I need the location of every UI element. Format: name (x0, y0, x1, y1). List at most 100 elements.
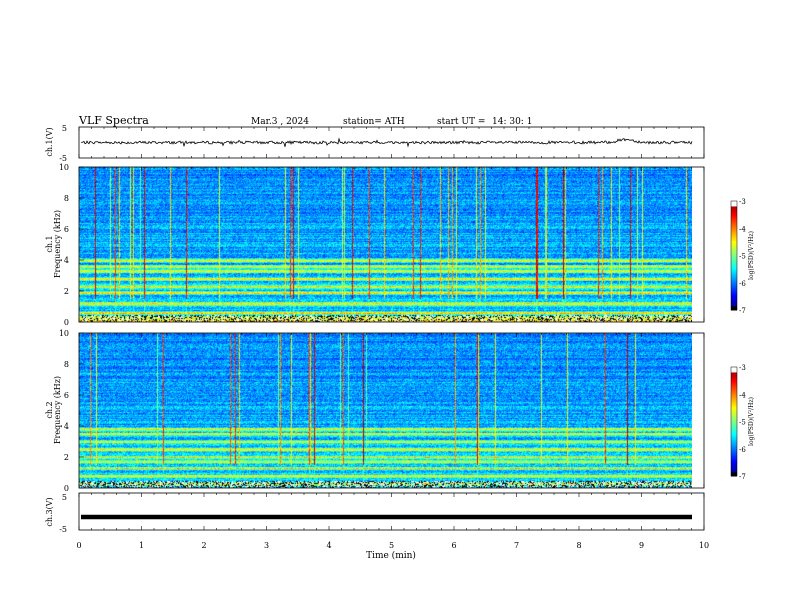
ch1-colorbar-segment (731, 304, 737, 307)
spec1-ytick-label: 8 (64, 194, 69, 203)
ch1-colorbar-segment (731, 295, 737, 298)
x-tick-labels: 0 1 2 3 4 5 6 7 8 9 10 (76, 541, 709, 550)
ch2-colorbar-segment (731, 463, 737, 466)
ch1-colorbar-segment (731, 222, 737, 226)
ch2-colorbar-segment (731, 468, 737, 472)
ch2-colorbar-tick-label: -6 (739, 446, 746, 454)
ch2-colorbar-segment (731, 432, 737, 435)
ch2-colorbar-segment (731, 421, 737, 424)
spec1-ytick-label: 2 (64, 287, 69, 296)
ch2-colorbar-segment (731, 448, 737, 452)
ch2-colorbar-segment (731, 376, 737, 379)
ch1-colorbar-tick-label: -6 (739, 280, 746, 288)
ch1-colorbar-segment (731, 288, 737, 291)
ch2-colorbar-segment (731, 372, 737, 375)
ch1-waveform-ticks (78, 127, 705, 158)
ch1-waveform-line (80, 137, 693, 148)
ch1-colorbar-segment (731, 235, 737, 238)
ch1-colorbar-segment (731, 268, 737, 271)
ch2-colorbar-segment (731, 441, 737, 444)
spec2-ytick-label: 6 (64, 391, 69, 400)
ch2-colorbar-segment (731, 466, 737, 470)
ch2-colorbar-segment (731, 370, 737, 373)
ch2-colorbar-segment (731, 381, 737, 384)
ch1-colorbar: -3 -4 -5 -6 -7 log(PSD)(V²/Hz) (730, 198, 755, 315)
spec2-ytick-label: 4 (64, 422, 69, 431)
ch2-colorbar-segment (731, 368, 737, 372)
ch1-colorbar-segment (731, 273, 737, 276)
ch2-colorbar-segment (731, 472, 737, 475)
ch1-colorbar-segment (731, 300, 737, 304)
ch2-colorbar-segment (731, 392, 737, 395)
ch2-colorbar-tick-label: -3 (739, 364, 746, 372)
ch1-colorbar-segment (731, 271, 737, 275)
ch2-colorbar-segment (731, 377, 737, 381)
ch2-colorbar-segment (731, 457, 737, 461)
ch2-colorbar-segment (731, 470, 737, 473)
ch1-colorbar-segment (731, 279, 737, 282)
x-tick-label: 8 (576, 541, 581, 550)
ch2-colorbar-segment (731, 419, 737, 422)
spec1-ytick-label: 0 (64, 318, 69, 327)
ch2-colorbar-tick-label: -5 (739, 419, 746, 427)
ch1-colorbar-segment (731, 215, 737, 218)
ch1-colorbar-segment (731, 240, 737, 244)
ch2-colorbar-segment (731, 456, 737, 459)
ch2-colorbar-segment (731, 388, 737, 392)
ch1-colorbar-segment (731, 208, 737, 211)
ch1-colorbar-tick-label: -7 (739, 307, 746, 315)
ch3-ylabel: ch.3(V) (45, 497, 54, 526)
spec2-ytick-label: 0 (64, 484, 69, 493)
ch2-colorbar-segment (731, 385, 737, 388)
start-label: start UT = (437, 117, 485, 127)
ch1-colorbar-segment (731, 251, 737, 255)
ch1-colorbar-segment (731, 299, 737, 302)
ch2-colorbar-segment (731, 416, 737, 419)
ch1-colorbar-tick-label: -4 (739, 225, 746, 233)
ch2-colorbar-segment (731, 408, 737, 412)
ch2-colorbar-segment (731, 461, 737, 464)
ch1-colorbar-segment (731, 226, 737, 229)
ch2-channel-label: ch.2 (45, 401, 54, 418)
ch1-colorbar-segment (731, 302, 737, 306)
x-tick-label: 5 (389, 541, 394, 550)
ch1-colorbar-segment (731, 282, 737, 286)
x-axis-label: Time (min) (366, 550, 416, 561)
date-label: Mar.3 , 2024 (251, 117, 309, 127)
ch2-colorbar-segment (731, 436, 737, 439)
ch2-colorbar-segment (731, 450, 737, 453)
ch2-colorbar-segment (731, 401, 737, 404)
figure-title: VLF Spectra (78, 114, 149, 127)
ch1-colorbar-segment (731, 211, 737, 215)
ch1-colorbar-segment (731, 250, 737, 253)
ch2-colorbar-segment (731, 423, 737, 426)
ch1-colorbar-segment (731, 286, 737, 289)
ch1-colorbar-segment (731, 257, 737, 260)
ch1-colorbar-segment (731, 201, 737, 204)
ch2-colorbar-segment (731, 434, 737, 437)
ch2-colorbar-segment (731, 414, 737, 417)
ch1-colorbar-segment (731, 255, 737, 258)
ch2-spectrogram-image (79, 333, 692, 488)
x-tick-label: 9 (639, 541, 644, 550)
spec1-ytick-label: 6 (64, 225, 69, 234)
ch1-colorbar-segment (731, 220, 737, 224)
ch2-colorbar-segment (731, 439, 737, 442)
ch2-colorbar-segment (731, 428, 737, 432)
ch1-colorbar-segment (731, 262, 737, 266)
ch1-colorbar-segment (731, 270, 737, 273)
ch1-colorbar-segment (731, 230, 737, 233)
ch1-waveform-panel: 5 -5 ch.1(V) (45, 124, 705, 163)
ch2-colorbar-segment (731, 403, 737, 406)
ch1-ylabel: ch.1(V) (45, 127, 54, 156)
ch3-waveform-panel: 5 -5 ch.3(V) (45, 492, 705, 534)
x-tick-label: 0 (76, 541, 81, 550)
ch2-colorbar-segment (731, 412, 737, 415)
ch2-colorbar-segment (731, 379, 737, 383)
ch2-colorbar-segment (731, 446, 737, 450)
spec2-ytick-label: 2 (64, 453, 69, 462)
station-label: station= ATH (343, 117, 405, 127)
ch2-frequency-label: Frequency (kHz) (53, 376, 62, 444)
ch3-ytick-top: 5 (62, 493, 67, 502)
